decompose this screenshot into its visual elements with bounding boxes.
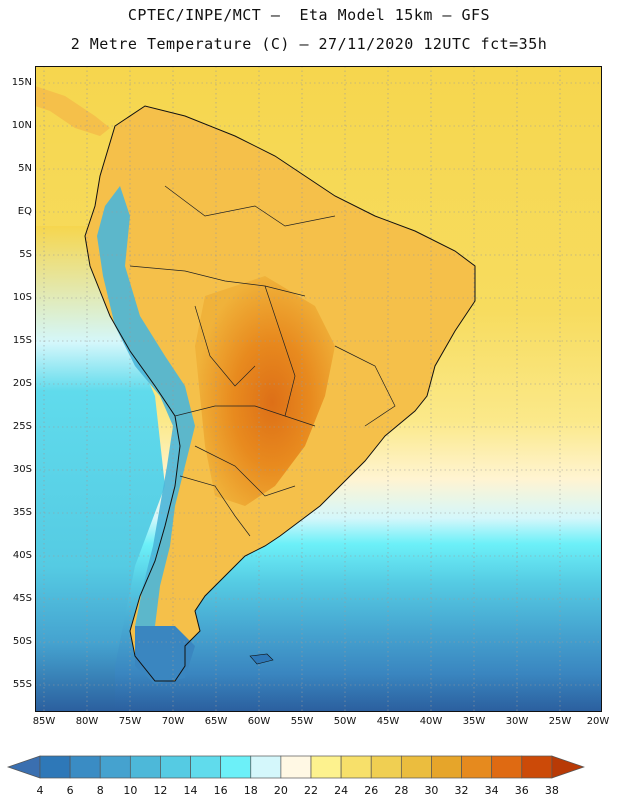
colorbar-swatch: [461, 755, 493, 779]
lat-label: 10N: [11, 120, 32, 131]
lon-label: 65W: [204, 716, 228, 727]
lat-label: 25S: [12, 421, 32, 432]
colorbar: [6, 755, 585, 779]
temperature-map: [35, 66, 602, 712]
hot-interior-region: [195, 276, 335, 506]
colorbar-tick-label: 18: [243, 784, 258, 797]
lat-label: 10S: [12, 292, 32, 303]
colorbar-swatch: [220, 755, 252, 779]
colorbar-swatch: [39, 755, 71, 779]
colorbar-swatch: [370, 755, 402, 779]
colorbar-swatch: [280, 755, 312, 779]
colorbar-swatch: [521, 755, 553, 779]
colorbar-swatch: [400, 755, 432, 779]
colorbar-tick-label: 16: [213, 784, 228, 797]
colorbar-swatch: [190, 755, 222, 779]
southern-tip: [135, 626, 195, 684]
lon-label: 25W: [548, 716, 572, 727]
lon-label: 75W: [118, 716, 142, 727]
lat-label: 5S: [19, 249, 32, 260]
colorbar-tick-label: 36: [514, 784, 529, 797]
falkland-islands: [249, 653, 274, 665]
lon-label: 50W: [333, 716, 357, 727]
lon-label: 45W: [376, 716, 400, 727]
colorbar-swatch: [129, 755, 161, 779]
colorbar-tick-label: 22: [304, 784, 318, 797]
colorbar-swatch: [310, 755, 342, 779]
colorbar-swatch: [160, 755, 191, 779]
lat-label: 15N: [11, 77, 32, 88]
colorbar-right-arrow: [551, 755, 585, 779]
colorbar-left-arrow: [6, 755, 41, 779]
lon-label: 20W: [586, 716, 610, 727]
lat-label: 30S: [12, 464, 32, 475]
lat-label: 20S: [12, 378, 32, 389]
lon-label: 30W: [505, 716, 529, 727]
colorbar-tick-label: 20: [273, 784, 288, 797]
lon-label: 40W: [419, 716, 443, 727]
colorbar-swatch: [99, 755, 131, 779]
lon-label: 60W: [247, 716, 271, 727]
lat-label: 35S: [12, 507, 32, 518]
lat-label: 45S: [12, 593, 32, 604]
colorbar-swatch: [69, 755, 101, 779]
lon-label: 85W: [32, 716, 56, 727]
colorbar-tick-label: 10: [123, 784, 138, 797]
colorbar-tick-label: 6: [66, 784, 74, 797]
title-line-2: 2 Metre Temperature (C) – 27/11/2020 12U…: [70, 35, 548, 53]
lat-label: 50S: [12, 636, 32, 647]
colorbar-swatch: [340, 755, 372, 779]
lon-label: 55W: [290, 716, 314, 727]
lon-label: 80W: [75, 716, 99, 727]
colorbar-tick-label: 26: [364, 784, 379, 797]
colorbar-tick-label: 12: [153, 784, 168, 797]
colorbar-tick-label: 4: [36, 784, 44, 797]
country-borders: [129, 185, 396, 537]
lat-label: 55S: [12, 679, 32, 690]
colorbar-tick-label: 38: [544, 784, 559, 797]
lon-label: 35W: [462, 716, 486, 727]
lat-label: 5N: [18, 163, 32, 174]
colorbar-swatch: [250, 755, 282, 779]
lon-label: 70W: [161, 716, 185, 727]
colorbar-tick-label: 34: [484, 784, 499, 797]
colorbar-tick-label: 8: [96, 784, 104, 797]
colorbar-swatch: [431, 755, 462, 779]
colorbar-tick-label: 24: [334, 784, 349, 797]
colorbar-tick-label: 14: [183, 784, 198, 797]
lat-label: 40S: [12, 550, 32, 561]
lat-label: EQ: [17, 206, 32, 217]
colorbar-tick-label: 30: [424, 784, 439, 797]
graticule: [35, 66, 602, 712]
lat-label: 15S: [12, 335, 32, 346]
colorbar-tick-label: 32: [454, 784, 469, 797]
colorbar-tick-label: 28: [394, 784, 409, 797]
andes-cold-region: [97, 186, 195, 678]
colorbar-swatch: [491, 755, 523, 779]
title-line-1: CPTEC/INPE/MCT – Eta Model 15km – GFS: [127, 6, 491, 24]
map-frame: [35, 66, 602, 712]
central-america: [35, 86, 110, 136]
